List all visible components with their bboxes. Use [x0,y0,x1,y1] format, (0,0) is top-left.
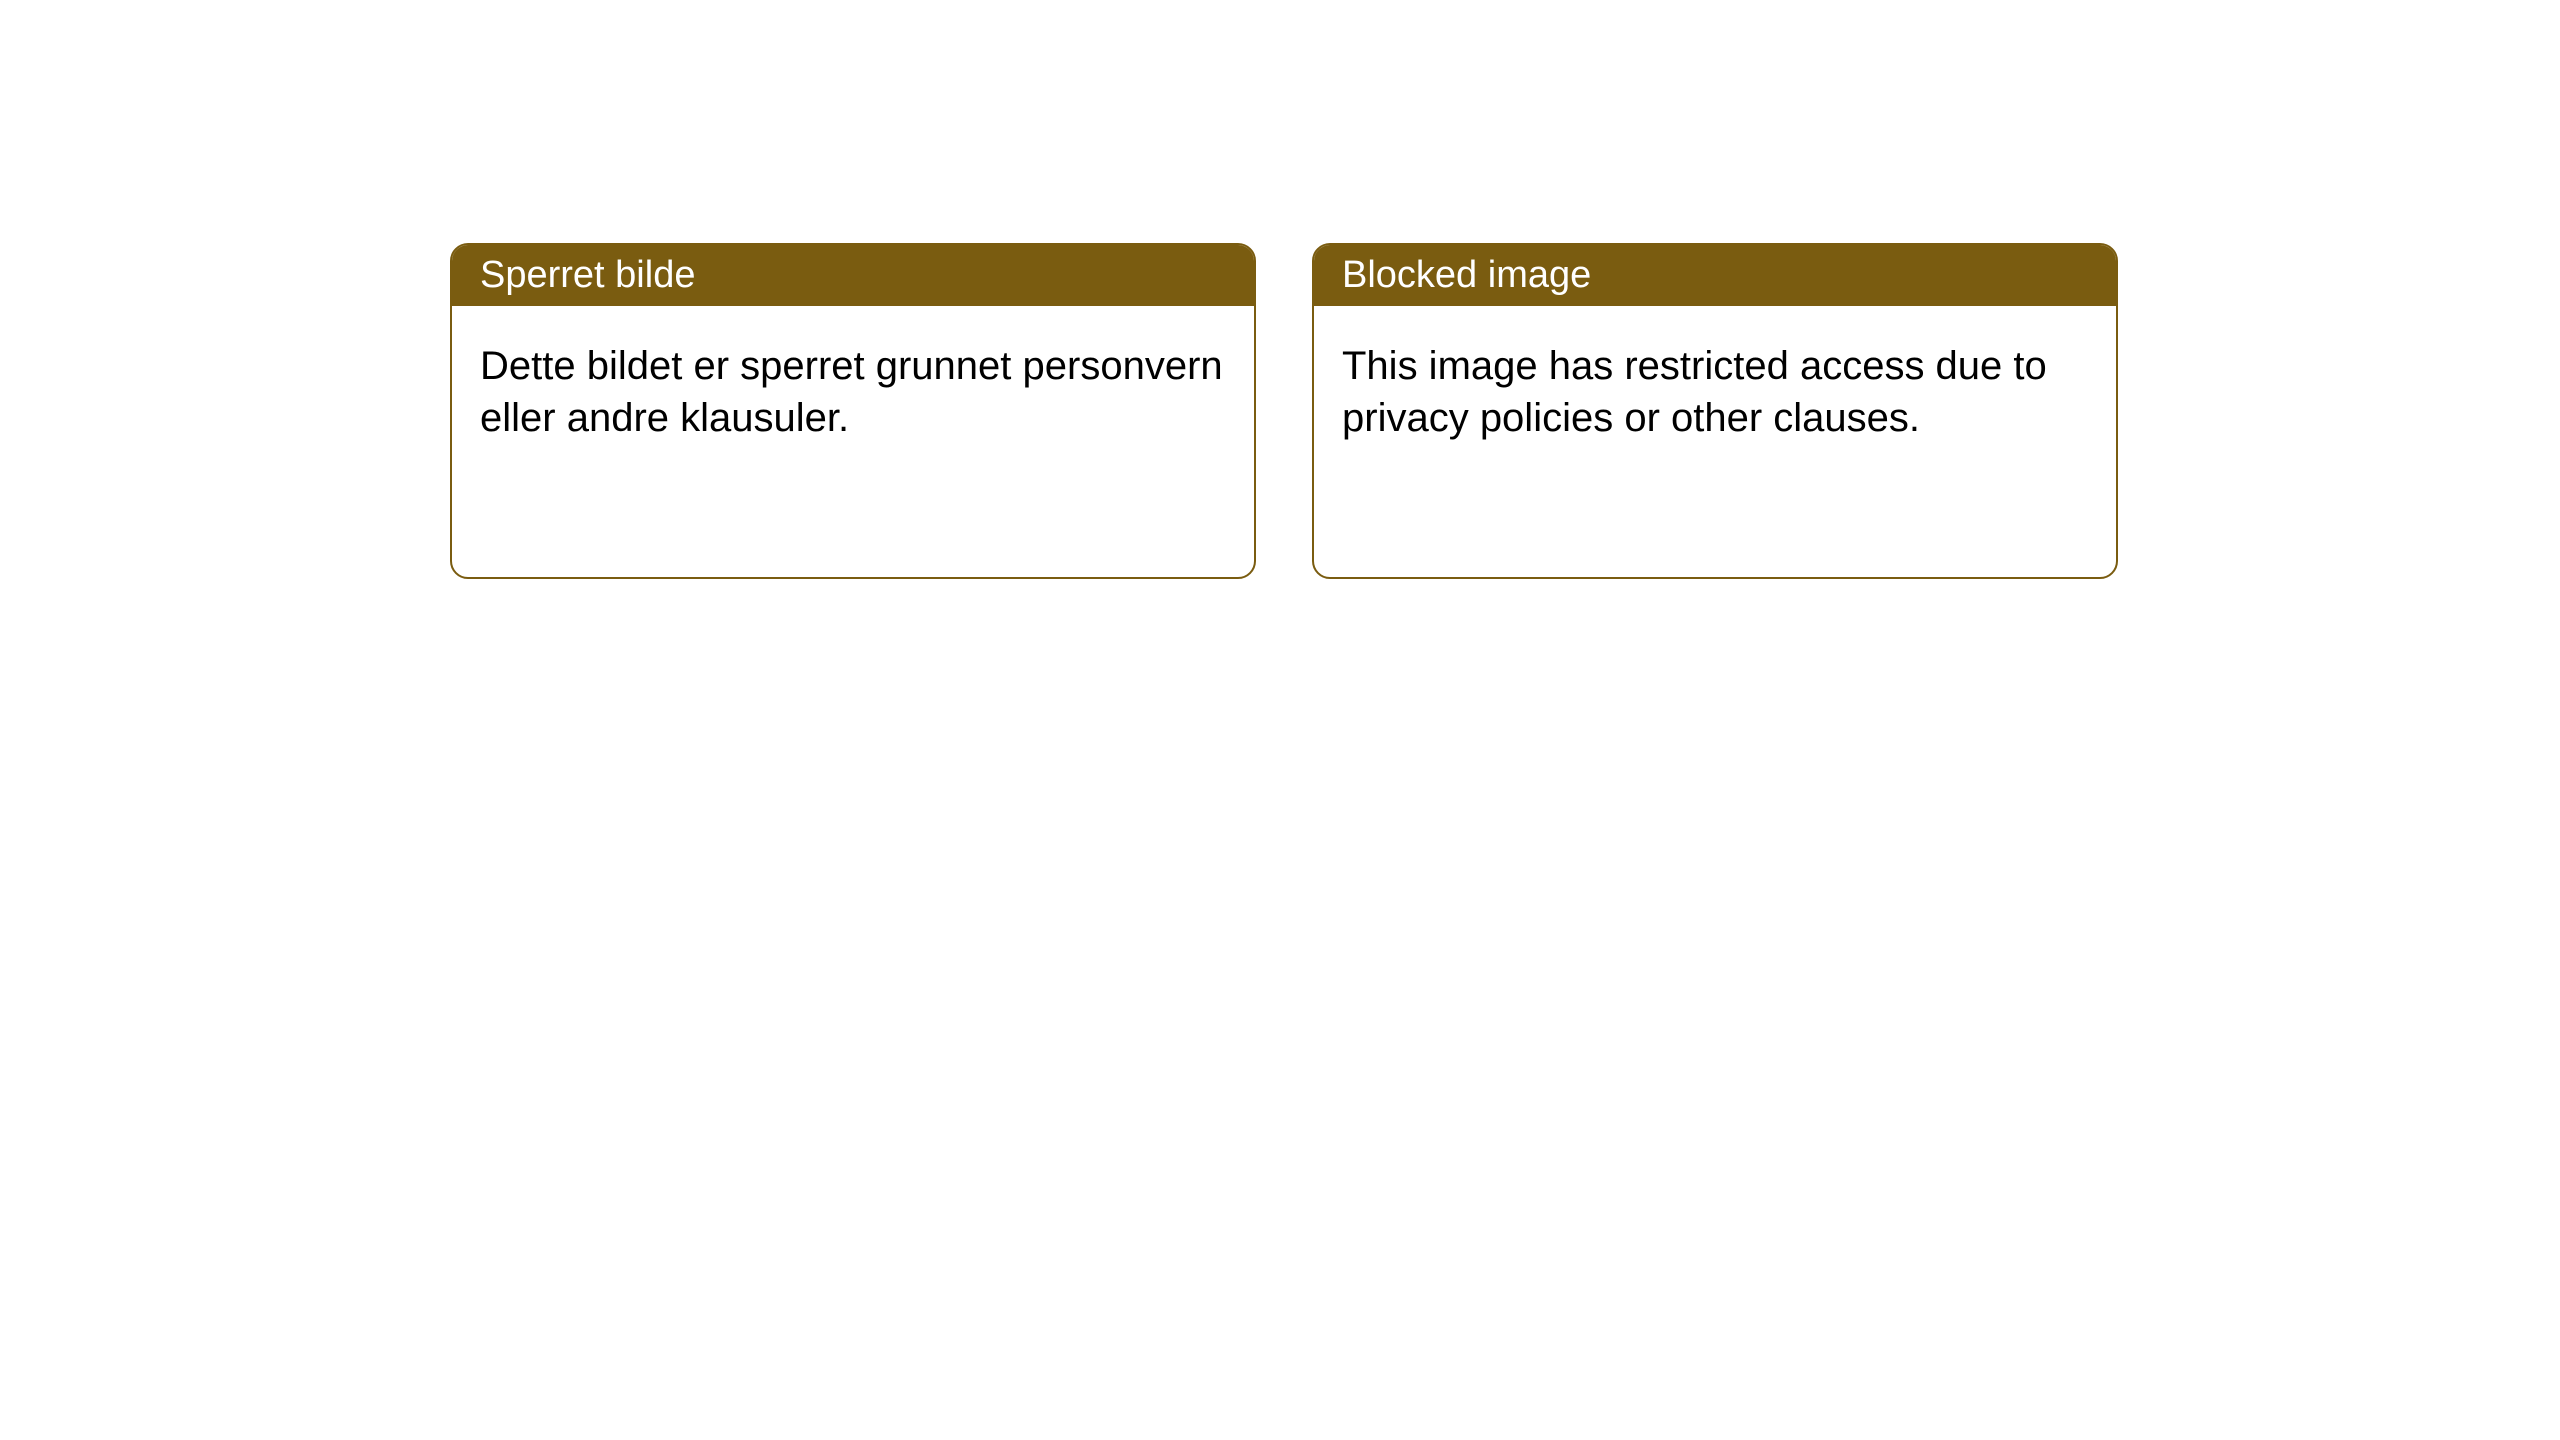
card-title: Sperret bilde [480,254,695,296]
card-body: Dette bildet er sperret grunnet personve… [452,306,1254,478]
card-body-text: This image has restricted access due to … [1342,344,2047,440]
card-title: Blocked image [1342,254,1591,296]
card-body-text: Dette bildet er sperret grunnet personve… [480,344,1223,440]
card-body: This image has restricted access due to … [1314,306,2116,478]
notice-cards-container: Sperret bilde Dette bildet er sperret gr… [450,243,2118,579]
blocked-image-card-norwegian: Sperret bilde Dette bildet er sperret gr… [450,243,1256,579]
card-header: Blocked image [1314,245,2116,306]
blocked-image-card-english: Blocked image This image has restricted … [1312,243,2118,579]
card-header: Sperret bilde [452,245,1254,306]
